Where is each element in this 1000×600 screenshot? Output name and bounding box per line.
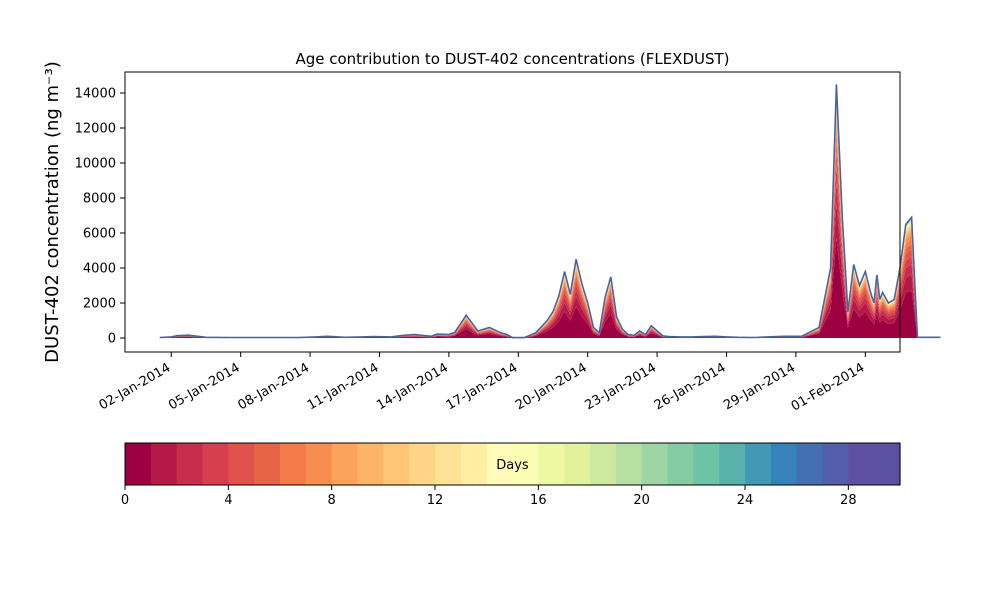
x-tick-label: 05-Jan-2014 [166, 360, 243, 413]
colorbar-swatch [641, 443, 669, 485]
age-band-21 [159, 88, 941, 338]
y-tick-label: 2000 [83, 297, 116, 312]
colorbar-tick-label: 8 [328, 493, 336, 508]
age-band-27 [159, 85, 941, 338]
age-band-29 [159, 84, 941, 338]
colorbar-tick-label: 28 [840, 493, 857, 508]
age-band-20 [159, 88, 941, 338]
colorbar-swatch [667, 443, 694, 485]
x-tick-label: 23-Jan-2014 [582, 360, 659, 413]
age-band-26 [159, 85, 941, 338]
colorbar-swatch [693, 443, 720, 485]
colorbar-swatch [564, 443, 591, 485]
colorbar-swatch [615, 443, 643, 485]
colorbar-swatch [538, 443, 565, 485]
y-axis-label: DUST-402 concentration (ng m⁻³) [42, 61, 63, 363]
colorbar-swatch [357, 443, 384, 485]
x-tick-label: 17-Jan-2014 [444, 360, 521, 413]
colorbar: 0 4 8 12 16 20 24 28 [121, 442, 901, 508]
colorbar-swatch [719, 443, 746, 485]
x-tick-label: 29-Jan-2014 [721, 360, 798, 413]
plot-frame [124, 71, 901, 353]
y-tick-label: 12000 [75, 122, 116, 137]
x-tick-label: 20-Jan-2014 [513, 360, 590, 413]
colorbar-swatch [848, 443, 875, 485]
age-band-18 [159, 90, 941, 338]
plot-area: 0 2000 4000 6000 8000 10000 12000 14000 02-Jan-2… [75, 71, 941, 414]
colorbar-tick-label: 16 [530, 493, 547, 508]
colorbar-swatch [202, 443, 229, 485]
colorbar-swatch [822, 443, 849, 485]
colorbar-swatch [331, 443, 359, 485]
y-tick-label: 0 [108, 332, 116, 347]
colorbar-swatch [874, 443, 901, 485]
age-band-28 [159, 84, 941, 338]
colorbar-swatch [590, 443, 617, 485]
colorbar-swatch [305, 443, 333, 485]
x-tick-label: 02-Jan-2014 [97, 360, 174, 413]
x-tick-label: 26-Jan-2014 [652, 360, 729, 413]
colorbar-swatch [125, 443, 152, 485]
colorbar-swatch [435, 443, 462, 485]
age-band-23 [159, 87, 941, 338]
colorbar-label: Days [496, 458, 529, 473]
colorbar-swatch [280, 443, 307, 485]
colorbar-swatch [486, 443, 514, 485]
x-tick-label: 11-Jan-2014 [305, 360, 382, 413]
age-band-0 [159, 237, 941, 338]
y-tick-label: 6000 [83, 227, 116, 242]
chart-title: Age contribution to DUST-402 concentrati… [295, 50, 729, 68]
x-tick-label: 14-Jan-2014 [374, 360, 451, 413]
y-tick-label: 4000 [83, 262, 116, 277]
y-tick-label: 8000 [83, 192, 116, 207]
age-band-24 [159, 86, 941, 338]
y-tick-label: 10000 [75, 157, 116, 172]
age-band-22 [159, 87, 941, 338]
colorbar-tick-label: 4 [224, 493, 232, 508]
colorbar-swatch [770, 443, 798, 485]
colorbar-tick-label: 20 [633, 493, 650, 508]
colorbar-frame [124, 442, 901, 486]
colorbar-tick-label: 0 [121, 493, 129, 508]
age-band-25 [159, 86, 941, 338]
total-outline [159, 84, 941, 339]
age-band-19 [159, 89, 941, 338]
colorbar-swatch [512, 443, 539, 485]
colorbar-tick-label: 12 [427, 493, 444, 508]
colorbar-swatch [254, 443, 281, 485]
age-band-17 [159, 91, 941, 338]
age-band-16 [159, 91, 941, 338]
colorbar-swatch [176, 443, 204, 485]
colorbar-swatch [796, 443, 824, 485]
y-tick-label: 14000 [75, 87, 116, 102]
colorbar-swatch [383, 443, 410, 485]
colorbar-tick-label: 24 [737, 493, 754, 508]
x-tick-label: 08-Jan-2014 [235, 360, 312, 413]
colorbar-swatch [409, 443, 436, 485]
colorbar-swatch [460, 443, 488, 485]
colorbar-swatch [745, 443, 772, 485]
colorbar-swatch [228, 443, 255, 485]
colorbar-swatch [150, 443, 178, 485]
x-tick-label: 01-Feb-2014 [789, 360, 868, 414]
